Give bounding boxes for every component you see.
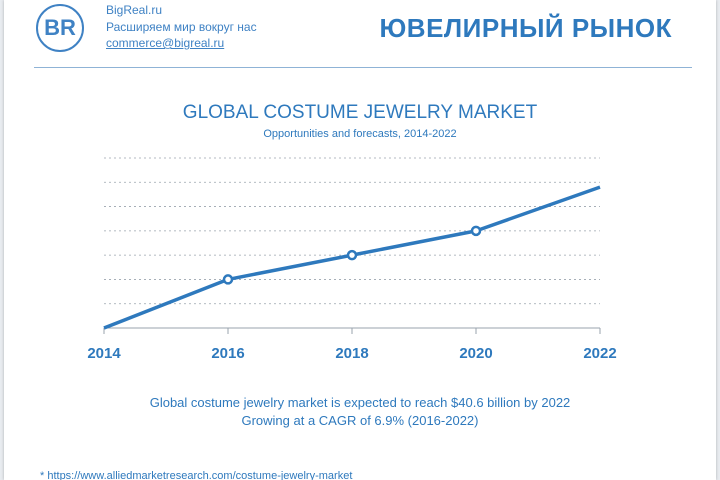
bigreal-logo[interactable]: BR — [36, 4, 84, 52]
x-tick-label: 2020 — [459, 345, 492, 362]
chart-title: GLOBAL COSTUME JEWELRY MARKET — [182, 102, 538, 123]
data-point — [222, 274, 234, 285]
tagline: Расширяем мир вокруг нас — [106, 19, 257, 34]
x-tick-label: 2022 — [583, 345, 616, 362]
brand-info: BigReal.ru Расширяем мир вокруг нас comm… — [106, 2, 257, 52]
forecast-note: Global costume jewelry market is expecte… — [149, 395, 571, 410]
site-name[interactable]: BigReal.ru — [106, 3, 163, 17]
logo-text: BR — [44, 15, 76, 40]
page-title: ЮВЕЛИРНЫЙ РЫНОК — [379, 13, 672, 43]
header-divider — [34, 67, 692, 68]
data-point — [346, 249, 358, 261]
cagr-note: Growing at a CAGR of 6.9% (2016-2022) — [241, 413, 479, 428]
line-chart: 2014 2016 2018 2020 2022 — [87, 157, 617, 362]
email-link[interactable]: commerce@bigreal.ru — [106, 36, 225, 50]
source-link[interactable]: * https://www.alliedmarketresearch.com/c… — [40, 470, 353, 480]
x-tick-label: 2018 — [335, 345, 368, 362]
chart-subtitle: Opportunities and forecasts, 2014-2022 — [263, 128, 457, 140]
x-tick-label: 2016 — [211, 345, 244, 362]
x-tick-label: 2014 — [87, 345, 121, 362]
data-point — [470, 225, 482, 237]
slide: BR BigReal.ru Расширяем мир вокруг нас c… — [4, 0, 716, 480]
